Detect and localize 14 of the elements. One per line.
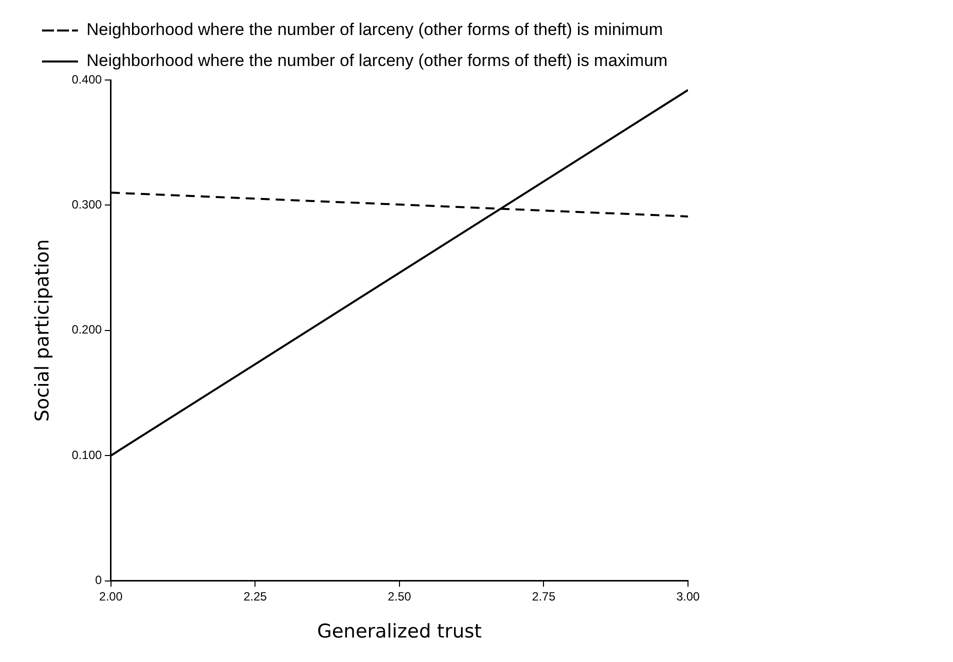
y-tick-label: 0 <box>95 573 102 588</box>
x-tick-label: 2.75 <box>532 589 556 604</box>
x-tick-label: 3.00 <box>676 589 700 604</box>
y-tick-label: 0.400 <box>72 72 102 86</box>
x-axis-title: Generalized trust <box>317 620 482 643</box>
legend-label: Neighborhood where the number of larceny (other forms of theft) is maximum <box>86 51 668 70</box>
y-tick-label: 0.100 <box>72 448 102 462</box>
y-tick-label: 0.200 <box>72 322 102 337</box>
legend-label: Neighborhood where the number of larceny (other forms of theft) is minimum <box>86 20 663 40</box>
x-tick-label: 2.25 <box>243 589 268 604</box>
x-tick-label: 2.50 <box>388 589 412 604</box>
y-tick-label: 0.300 <box>72 198 102 212</box>
x-tick-label: 2.00 <box>99 589 123 604</box>
y-axis-title: Social participation <box>31 239 54 422</box>
